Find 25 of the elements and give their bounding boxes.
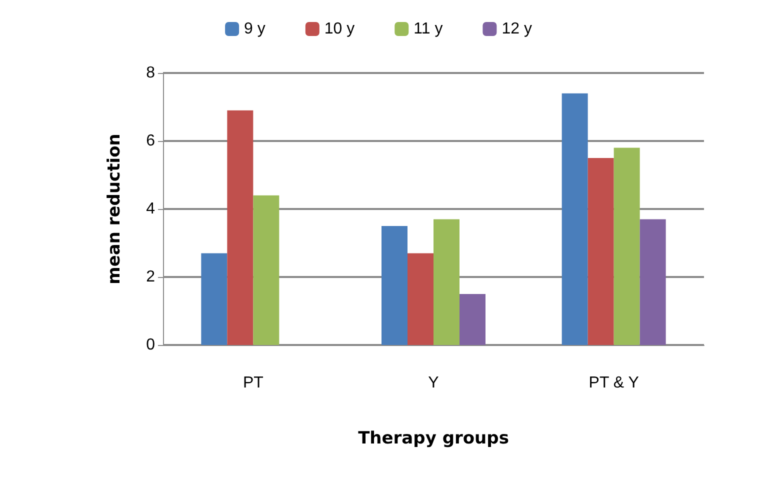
bar [434, 219, 460, 345]
bar [253, 195, 280, 345]
legend-label: 10 y [324, 20, 355, 38]
legend-label: 9 y [244, 20, 266, 38]
y-axis-title: mean reduction [104, 134, 124, 284]
legend-label: 11 y [414, 20, 443, 38]
x-tick-label: PT & Y [588, 374, 640, 392]
x-tick-label: PT [242, 374, 264, 392]
y-tick-label: 0 [146, 336, 156, 354]
y-tick-label: 6 [146, 132, 156, 150]
bar [408, 253, 434, 345]
bar [614, 148, 640, 345]
x-axis-title: Therapy groups [358, 428, 509, 448]
legend-label: 12 y [502, 20, 532, 38]
y-tick-label: 2 [146, 268, 156, 286]
y-tick-label: 8 [146, 64, 156, 82]
x-tick-label: Y [428, 374, 440, 392]
bar [460, 294, 486, 345]
bar [640, 219, 666, 345]
y-tick-label: 4 [146, 200, 156, 218]
bar [227, 110, 254, 345]
bar [562, 93, 588, 345]
bar [201, 253, 228, 345]
bar [382, 226, 408, 345]
bar [588, 158, 614, 345]
